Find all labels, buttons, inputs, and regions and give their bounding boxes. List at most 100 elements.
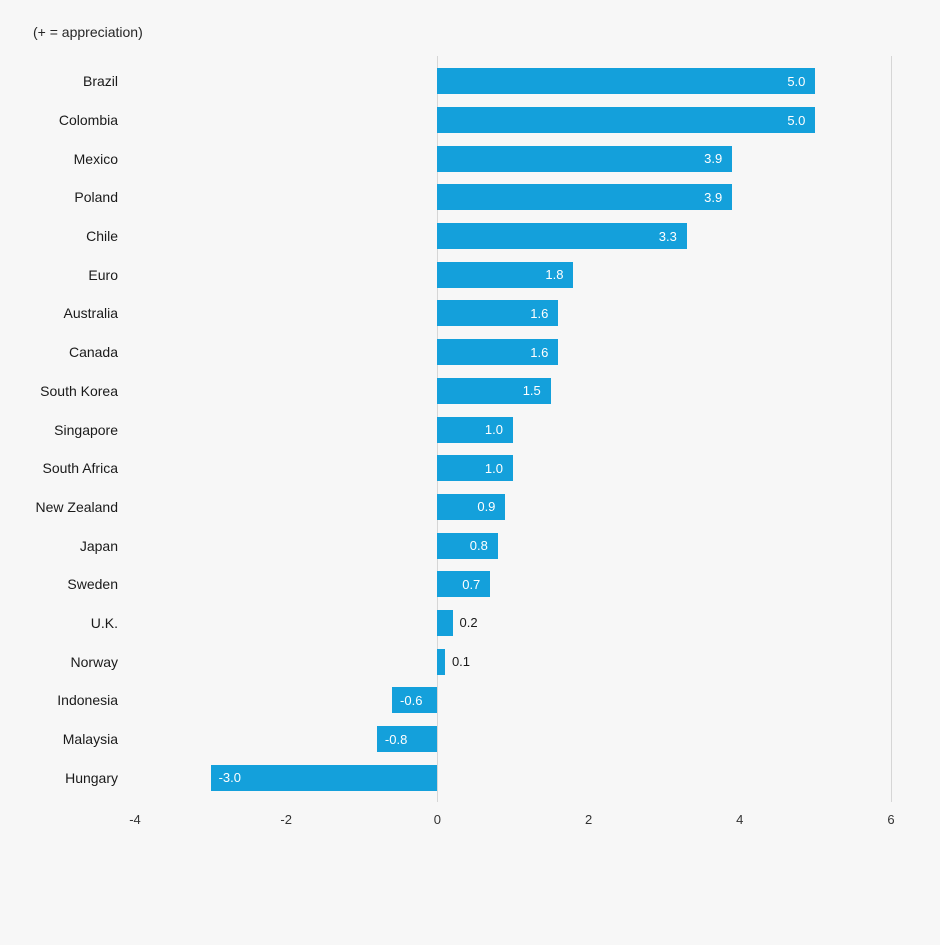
- bar-value-label: 0.9: [477, 499, 496, 515]
- bar-value-label: 5.0: [787, 73, 806, 89]
- right-gridline: [891, 56, 892, 802]
- bar-value-label: 0.7: [462, 576, 481, 592]
- bar-track: 0.8: [135, 532, 891, 559]
- bar-value-label: 0.8: [469, 538, 488, 554]
- bar-track: 1.6: [135, 339, 891, 366]
- category-label: Colombia: [58, 112, 118, 129]
- bar-row: Japan 0.8: [33, 526, 891, 565]
- bar-row: New Zealand 0.9: [33, 488, 891, 527]
- x-axis-tick-label: 0: [433, 812, 442, 827]
- bar-value-label: 3.3: [658, 228, 677, 244]
- bar-row: Euro 1.8: [33, 255, 891, 294]
- category-label: Japan: [79, 537, 118, 554]
- bar: [437, 609, 453, 636]
- x-axis-tick-label: -2: [280, 812, 292, 827]
- bar-track: -0.8: [135, 726, 891, 753]
- bar-track: 1.8: [135, 261, 891, 288]
- bar-row: Hungary -3.0: [33, 758, 891, 797]
- bar-value-label: 3.9: [704, 151, 723, 167]
- bar-value-label: 0.2: [459, 614, 478, 630]
- bar: 5.0: [437, 68, 816, 95]
- bar-track: 1.5: [135, 377, 891, 404]
- category-label: Canada: [68, 344, 118, 361]
- category-label: Australia: [63, 305, 118, 322]
- bar-row: South Korea 1.5: [33, 372, 891, 411]
- bar: 1.0: [437, 455, 513, 482]
- bar-value-label: 0.1: [451, 653, 471, 669]
- bar-row: Chile 3.3: [33, 217, 891, 256]
- x-axis-tick-label: 6: [887, 812, 895, 827]
- category-label: Malaysia: [62, 731, 118, 748]
- category-label: Poland: [74, 189, 118, 206]
- category-label: Brazil: [82, 73, 118, 90]
- category-label: Mexico: [73, 150, 118, 167]
- category-label: Hungary: [65, 769, 118, 786]
- category-label: South Africa: [42, 460, 119, 477]
- category-label: Euro: [88, 266, 118, 283]
- bar-row: Australia 1.6: [33, 294, 891, 333]
- bar: 5.0: [437, 107, 816, 134]
- bar-rows: Brazil 5.0 Colombia 5.0 Mexico 3.9 Poland 3.9 Ch…: [33, 62, 891, 797]
- x-axis-tick-label: 4: [736, 812, 744, 827]
- category-label: New Zealand: [35, 498, 119, 515]
- x-axis: -4 -2 0 2 4 6: [129, 812, 895, 830]
- bar-row: U.K. 0.2: [33, 604, 891, 643]
- bar-track: 0.2: [135, 609, 891, 636]
- bar: 3.9: [437, 145, 733, 172]
- bar: -3.0: [210, 764, 438, 791]
- bar-value-label: -0.8: [384, 731, 408, 747]
- category-label: South Korea: [40, 382, 118, 399]
- bar-track: 3.3: [135, 223, 891, 250]
- bar-row: Brazil 5.0: [33, 62, 891, 101]
- x-axis-tick-label: -4: [129, 812, 141, 827]
- bar: 1.6: [437, 300, 559, 327]
- bar-row: Canada 1.6: [33, 333, 891, 372]
- bar-row: Mexico 3.9: [33, 139, 891, 178]
- category-label: U.K.: [90, 614, 118, 631]
- bar: 0.7: [437, 571, 491, 598]
- bar-value-label: 3.9: [704, 189, 723, 205]
- category-label: Singapore: [54, 421, 118, 438]
- bar-track: 5.0: [135, 107, 891, 134]
- bar-value-label: 1.0: [484, 422, 503, 438]
- bar: 1.8: [437, 261, 574, 288]
- bar: [437, 648, 445, 675]
- category-label: Indonesia: [57, 692, 118, 709]
- category-label: Norway: [70, 653, 118, 670]
- bar-row: Colombia 5.0: [33, 101, 891, 140]
- bar-value-label: 1.6: [530, 344, 549, 360]
- category-label: Sweden: [67, 576, 118, 593]
- bar-value-label: 1.5: [522, 383, 541, 399]
- bar-value-label: -3.0: [218, 770, 241, 786]
- bar-row: Malaysia -0.8: [33, 720, 891, 759]
- bar-track: 3.9: [135, 184, 891, 211]
- bar: 1.6: [437, 339, 559, 366]
- bar-track: -3.0: [135, 764, 891, 791]
- bar-row: Norway 0.1: [33, 642, 891, 681]
- bar-track: 0.7: [135, 571, 891, 598]
- bar-row: Singapore 1.0: [33, 410, 891, 449]
- bar-value-label: 1.0: [484, 460, 503, 476]
- bar-track: 1.6: [135, 300, 891, 327]
- bar-track: 3.9: [135, 145, 891, 172]
- bar: 1.5: [437, 377, 551, 404]
- bar: 0.8: [437, 532, 498, 559]
- bar-value-label: 1.8: [545, 267, 564, 283]
- bar: 3.3: [437, 223, 687, 250]
- bar: -0.6: [392, 687, 438, 714]
- bar-track: 0.1: [135, 648, 891, 675]
- bar-value-label: 5.0: [787, 112, 806, 128]
- bar-track: 0.9: [135, 493, 891, 520]
- bar-row: Poland 3.9: [33, 178, 891, 217]
- bar: 3.9: [437, 184, 733, 211]
- bar-row: Indonesia -0.6: [33, 681, 891, 720]
- bar-value-label: -0.6: [400, 692, 423, 708]
- bar: 0.9: [437, 493, 506, 520]
- bar-value-label: 1.6: [530, 305, 549, 321]
- bar-track: 1.0: [135, 455, 891, 482]
- bar-row: Sweden 0.7: [33, 565, 891, 604]
- bar-track: 1.0: [135, 416, 891, 443]
- x-axis-tick-label: 2: [584, 812, 593, 827]
- bar-track: 5.0: [135, 68, 891, 95]
